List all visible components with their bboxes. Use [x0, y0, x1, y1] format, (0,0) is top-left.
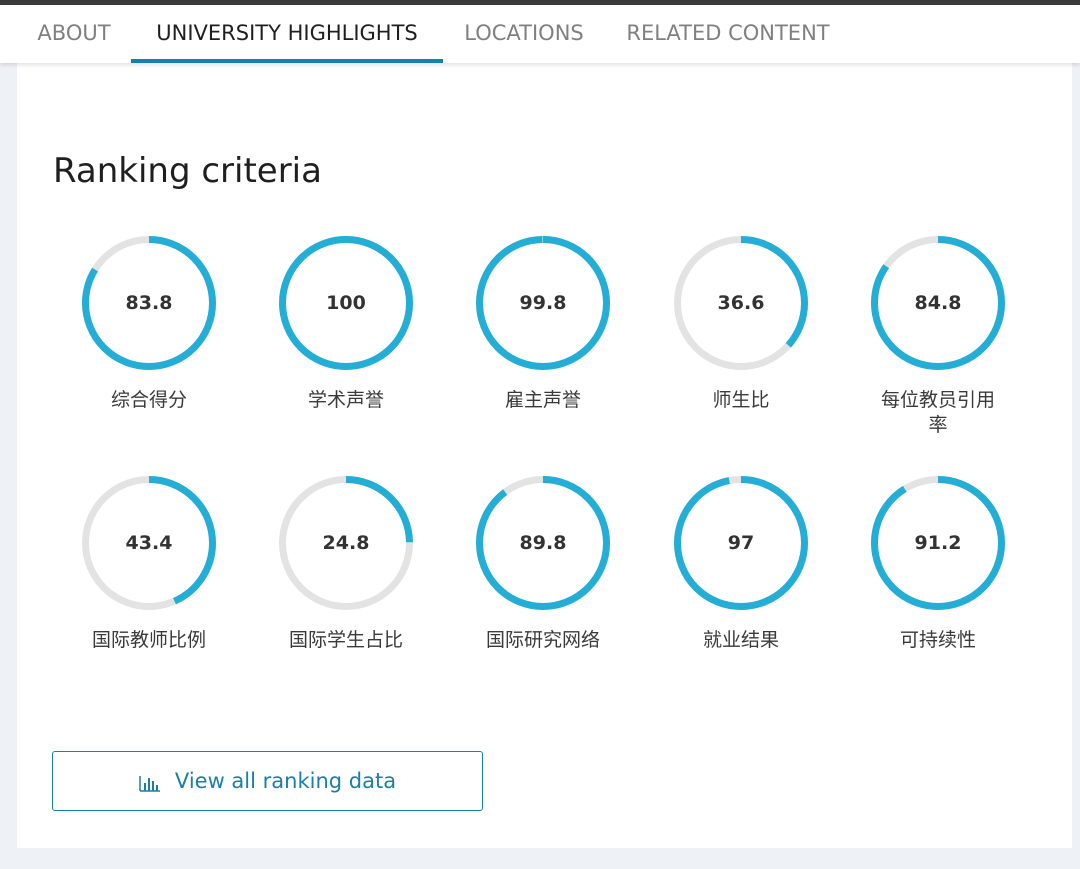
ring-progress-arc	[674, 236, 808, 370]
bar-chart-icon	[139, 773, 161, 792]
ring-svg	[279, 236, 413, 370]
metric-value: 100	[326, 292, 366, 314]
metric-label: 国际教师比例	[91, 629, 206, 651]
progress-ring	[871, 476, 1005, 610]
metric-label: 师生比	[712, 389, 770, 411]
metric-label: 可持续性	[899, 629, 976, 651]
metric-value: 91.2	[914, 532, 962, 554]
view-all-ranking-data-button[interactable]: View all ranking data	[52, 751, 483, 811]
metric-value: 99.8	[519, 292, 567, 314]
ring-progress-arc	[476, 476, 610, 610]
ring-svg	[476, 236, 610, 370]
ring-progress-arc	[476, 236, 610, 370]
tab-related-content[interactable]: RELATED CONTENT	[626, 21, 830, 45]
progress-ring	[674, 236, 808, 370]
ring-progress-arc	[871, 476, 1005, 610]
metric-label: 雇主声誉	[504, 389, 581, 411]
ring-svg	[674, 236, 808, 370]
metric-label: 综合得分	[110, 389, 187, 411]
section-title: Ranking criteria	[53, 151, 322, 191]
ring-svg	[82, 476, 216, 610]
ring-svg	[476, 476, 610, 610]
metric-value: 89.8	[519, 532, 567, 554]
tab-university-highlights[interactable]: UNIVERSITY HIGHLIGHTS	[131, 5, 443, 63]
ring-progress-arc	[82, 476, 216, 610]
metric-value: 97	[727, 532, 755, 554]
tab-about[interactable]: ABOUT	[37, 21, 111, 45]
progress-ring	[279, 236, 413, 370]
progress-ring	[476, 476, 610, 610]
metric-label: 国际研究网络	[485, 629, 600, 651]
metric-value: 24.8	[322, 532, 370, 554]
progress-ring	[82, 236, 216, 370]
ranking-criteria-card: Ranking criteria 83.8 综合得分 100 学术声誉 99.8…	[17, 63, 1072, 848]
ring-progress-arc	[279, 236, 413, 370]
metric-value: 36.6	[717, 292, 765, 314]
ring-progress-arc	[279, 476, 413, 610]
metric-label: 每位教员引用率	[880, 389, 995, 436]
ring-svg	[82, 236, 216, 370]
ring-svg	[279, 476, 413, 610]
ring-progress-arc	[871, 236, 1005, 370]
progress-ring	[476, 236, 610, 370]
progress-ring	[279, 476, 413, 610]
top-bar	[0, 0, 1080, 5]
ring-svg	[871, 476, 1005, 610]
ring-svg	[674, 476, 808, 610]
metric-label: 就业结果	[702, 629, 779, 651]
tab-bar: ABOUT UNIVERSITY HIGHLIGHTS LOCATIONS RE…	[0, 5, 1080, 63]
metric-label: 学术声誉	[307, 389, 384, 411]
ring-progress-arc	[674, 476, 808, 610]
metric-value: 83.8	[125, 292, 173, 314]
ring-progress-arc	[82, 236, 216, 370]
progress-ring	[82, 476, 216, 610]
metric-value: 84.8	[914, 292, 962, 314]
metric-label: 国际学生占比	[288, 629, 403, 651]
tab-locations[interactable]: LOCATIONS	[464, 21, 584, 45]
progress-ring	[871, 236, 1005, 370]
button-label: View all ranking data	[174, 769, 397, 793]
progress-ring	[674, 476, 808, 610]
ring-svg	[871, 236, 1005, 370]
metric-value: 43.4	[125, 532, 173, 554]
